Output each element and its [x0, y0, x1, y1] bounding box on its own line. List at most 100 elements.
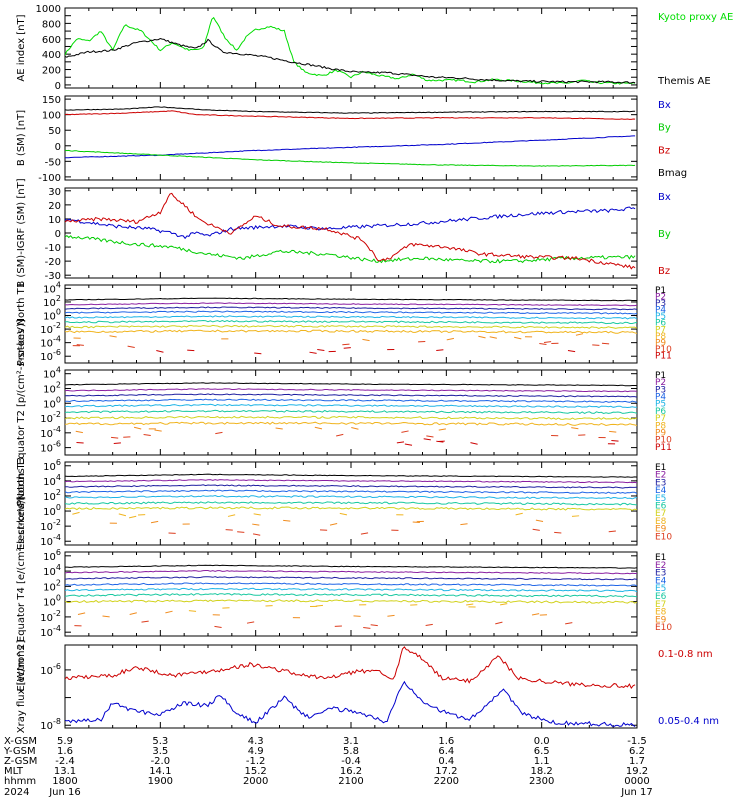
series-fragment-p9: [75, 430, 83, 434]
series-group: [65, 646, 636, 728]
y-tick-label: 106: [43, 548, 61, 563]
series-fragment-e10: [554, 531, 562, 534]
y-axis-label: Protons Equator T2 [p/(cm²-s-sr-keV)]: [16, 319, 27, 506]
legend-label: Kyoto proxy AE: [658, 12, 733, 23]
panel-frame: [64, 95, 638, 181]
y-tick-label: 30: [48, 187, 61, 198]
series-fragment-e8: [72, 511, 80, 515]
y-tick-label: -50: [45, 157, 61, 168]
series-fragment-p11: [396, 441, 405, 444]
y-axis-label: Xray flux [W/m^2]: [16, 640, 27, 734]
legend-label: E9: [655, 615, 667, 625]
series-fragment-p11: [156, 350, 164, 353]
orbit-cell: 1.7: [629, 756, 645, 767]
series-line-p5: [65, 403, 637, 409]
panel-8: 10-8 10-6 Xray flux [W/m^2] 0.1-0.8 nm 0.05-…: [16, 640, 719, 734]
series-fragment-e9: [412, 521, 420, 524]
y-tick-label: 10-2: [40, 410, 61, 425]
y-axis-label: B (SM) [nT]: [16, 110, 27, 166]
legend-label: P8: [655, 332, 666, 342]
series-fragment-e8: [571, 515, 580, 517]
series-fragment-e8: [466, 603, 474, 606]
series-fragment-p11: [113, 442, 121, 445]
legend-label: E3: [655, 569, 666, 579]
y-tick-label: 10-6: [40, 348, 61, 363]
legend-label: P2: [655, 378, 666, 388]
series-line-e4: [65, 582, 637, 587]
series-line-themis-ae: [65, 37, 636, 84]
series-line-0-05-0-4-nm: [65, 680, 636, 728]
y-tick-label: 100: [43, 395, 61, 410]
orbit-cell: 2300: [529, 776, 554, 787]
series-fragment-e8: [339, 512, 348, 516]
y-axis-label: AE index [nT]: [16, 14, 27, 81]
series-line-p8: [65, 421, 637, 427]
orbit-cell: 1800: [52, 776, 77, 787]
series-fragment-e8: [227, 514, 236, 517]
legend-label: E6: [655, 502, 667, 512]
legend-label: P9: [655, 338, 666, 348]
series-line-bmag: [65, 106, 636, 114]
orbit-cell: 19.2: [626, 766, 648, 777]
series-fragment-p10: [336, 433, 344, 437]
y-tick-label: 400: [42, 50, 61, 61]
orbit-table: X-GSMY-GSMZ-GSMMLThhmm20245.91.6-2.413.1…: [3, 736, 653, 798]
y-tick-label: 102: [43, 380, 61, 395]
orbit-cell: -2.0: [151, 756, 171, 767]
y-tick-label: 600: [42, 35, 61, 46]
series-line-p6: [65, 319, 637, 325]
legend-label: E2: [655, 561, 666, 571]
legend-label: Bx: [658, 100, 671, 111]
orbit-cell: 2100: [338, 776, 363, 787]
legend-label: E1: [655, 463, 666, 473]
series-fragment-e10: [252, 533, 261, 536]
y-tick-label: 104: [43, 366, 61, 381]
y-axis-label: Electrons Equator T4 [e/(cm²-s-sr-keV)]: [16, 496, 27, 691]
series-line-bz: [65, 110, 636, 120]
series-fragment-p10: [592, 344, 600, 346]
y-tick-label: 150: [42, 95, 61, 106]
y-tick-label: 102: [43, 488, 61, 503]
y-tick-label: 10-4: [40, 624, 61, 639]
series-line-e7: [65, 599, 637, 604]
orbit-cell: 16.2: [340, 766, 362, 777]
series-fragment-p9: [133, 426, 142, 430]
series-line-e4: [65, 489, 637, 494]
y-tick-label: 104: [43, 563, 61, 578]
legend-label: E10: [655, 532, 672, 542]
legend-label: P4: [655, 393, 666, 403]
orbit-cell: -1.2: [246, 756, 266, 767]
legend-label: P1: [655, 371, 666, 381]
series-fragment-p9: [489, 336, 497, 339]
series-fragment-p11: [567, 350, 576, 353]
series-fragment-p9: [478, 335, 486, 339]
series-fragment-e10: [370, 624, 378, 627]
series-fragment-e8: [315, 604, 324, 607]
series-fragment-p11: [404, 443, 413, 446]
y-axis-label: B (SM)-IGRF (SM) [nT]: [16, 178, 27, 287]
series-fragment-e10: [360, 532, 369, 535]
legend-label: P5: [655, 312, 666, 322]
legend-label: P11: [655, 351, 672, 361]
series-fragment-p11: [309, 351, 317, 354]
series-fragment-e8: [188, 610, 197, 612]
series-fragment-p10: [543, 341, 552, 344]
series-fragment-p9: [351, 427, 359, 430]
legend-label: E9: [655, 525, 667, 535]
legend-label: P7: [655, 414, 666, 424]
series-fragment-p11: [436, 349, 444, 352]
series-line-e6: [65, 593, 637, 598]
series-fragment-p11: [76, 442, 84, 444]
legend-label: E8: [655, 608, 667, 618]
panel-frame: [64, 187, 638, 279]
legend-label: 0.1-0.8 nm: [658, 649, 713, 660]
y-tick-label: 102: [43, 578, 61, 593]
series-fragment-p9: [314, 426, 323, 430]
series-line-0-1-0-8-nm: [65, 646, 636, 690]
series-fragment-e10: [214, 625, 222, 628]
series-fragment-e9: [102, 615, 110, 618]
orbit-cell: 2000: [243, 776, 268, 787]
